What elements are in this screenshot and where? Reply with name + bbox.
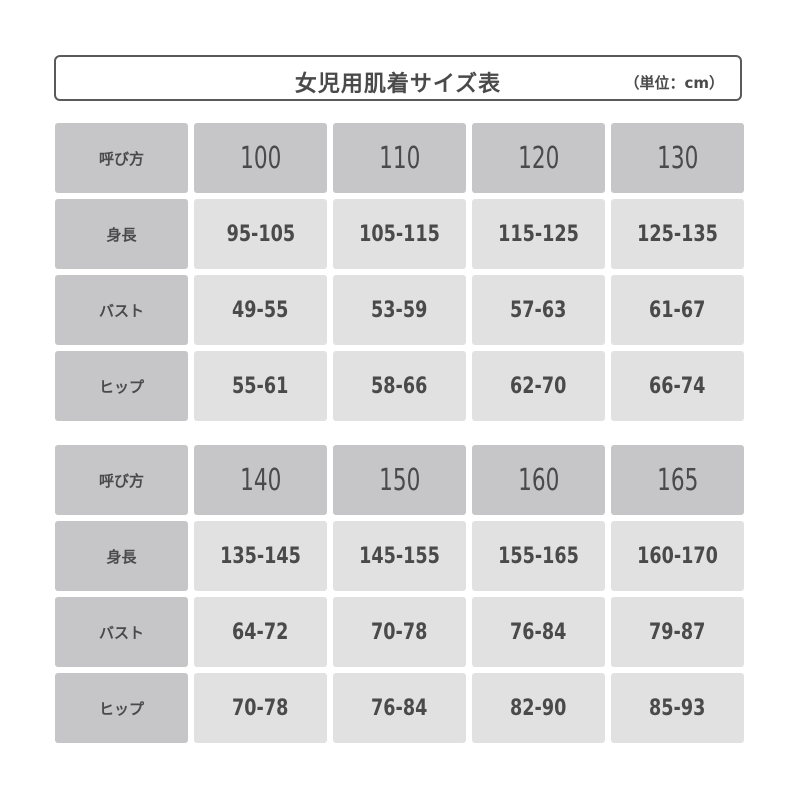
size-header-cell: 100	[194, 123, 327, 193]
row-label: 身長	[55, 199, 188, 269]
size-header-cell: 140	[194, 445, 327, 515]
cell-text: 160	[517, 462, 560, 498]
cell-text: 62-70	[510, 373, 567, 399]
size-header-cell: 120	[472, 123, 605, 193]
cell-text: 53-59	[371, 297, 428, 323]
chart-title: 女児用肌着サイズ表	[294, 72, 502, 97]
row-label: 呼び方	[55, 445, 188, 515]
cell-text: 160-170	[637, 543, 718, 569]
value-cell: 66-74	[611, 351, 744, 421]
value-cell: 70-78	[333, 597, 466, 667]
row-label: バスト	[55, 275, 188, 345]
value-cell: 115-125	[472, 199, 605, 269]
cell-text: 120	[517, 140, 560, 176]
cell-text: 85-93	[649, 695, 706, 721]
cell-text: 82-90	[510, 695, 567, 721]
value-cell: 135-145	[194, 521, 327, 591]
value-cell: 79-87	[611, 597, 744, 667]
value-cell: 57-63	[472, 275, 605, 345]
cell-text: 66-74	[649, 373, 706, 399]
value-cell: 70-78	[194, 673, 327, 743]
cell-text: 155-165	[498, 543, 579, 569]
unit-label: （単位：cm）	[624, 74, 724, 92]
value-cell: 85-93	[611, 673, 744, 743]
cell-text: 125-135	[637, 221, 718, 247]
cell-text: 58-66	[371, 373, 428, 399]
size-header-cell: 150	[333, 445, 466, 515]
cell-text: 100	[239, 140, 282, 176]
cell-text: 64-72	[232, 619, 289, 645]
cell-text: 70-78	[232, 695, 289, 721]
cell-text: 135-145	[220, 543, 301, 569]
cell-text: 95-105	[226, 221, 295, 247]
size-header-cell: 110	[333, 123, 466, 193]
value-cell: 53-59	[333, 275, 466, 345]
value-cell: 64-72	[194, 597, 327, 667]
value-cell: 76-84	[472, 597, 605, 667]
row-label: ヒップ	[55, 673, 188, 743]
cell-text: 55-61	[232, 373, 289, 399]
value-cell: 155-165	[472, 521, 605, 591]
value-cell: 76-84	[333, 673, 466, 743]
value-cell: 55-61	[194, 351, 327, 421]
cell-text: 76-84	[510, 619, 567, 645]
row-label: ヒップ	[55, 351, 188, 421]
cell-text: 105-115	[359, 221, 440, 247]
cell-text: 76-84	[371, 695, 428, 721]
cell-text: 79-87	[649, 619, 706, 645]
cell-text: 150	[378, 462, 421, 498]
value-cell: 58-66	[333, 351, 466, 421]
value-cell: 145-155	[333, 521, 466, 591]
row-label: バスト	[55, 597, 188, 667]
cell-text: 61-67	[649, 297, 706, 323]
title-box: 女児用肌着サイズ表 （単位：cm）	[54, 55, 742, 101]
value-cell: 62-70	[472, 351, 605, 421]
value-cell: 95-105	[194, 199, 327, 269]
size-header-cell: 130	[611, 123, 744, 193]
cell-text: 49-55	[232, 297, 289, 323]
row-label: 呼び方	[55, 123, 188, 193]
cell-text: 110	[378, 140, 421, 176]
value-cell: 61-67	[611, 275, 744, 345]
cell-text: 145-155	[359, 543, 440, 569]
cell-text: 165	[656, 462, 699, 498]
cell-text: 130	[656, 140, 699, 176]
value-cell: 160-170	[611, 521, 744, 591]
size-header-cell: 160	[472, 445, 605, 515]
cell-text: 57-63	[510, 297, 567, 323]
row-label: 身長	[55, 521, 188, 591]
cell-text: 70-78	[371, 619, 428, 645]
value-cell: 49-55	[194, 275, 327, 345]
value-cell: 82-90	[472, 673, 605, 743]
size-header-cell: 165	[611, 445, 744, 515]
value-cell: 125-135	[611, 199, 744, 269]
cell-text: 140	[239, 462, 282, 498]
cell-text: 115-125	[498, 221, 579, 247]
value-cell: 105-115	[333, 199, 466, 269]
